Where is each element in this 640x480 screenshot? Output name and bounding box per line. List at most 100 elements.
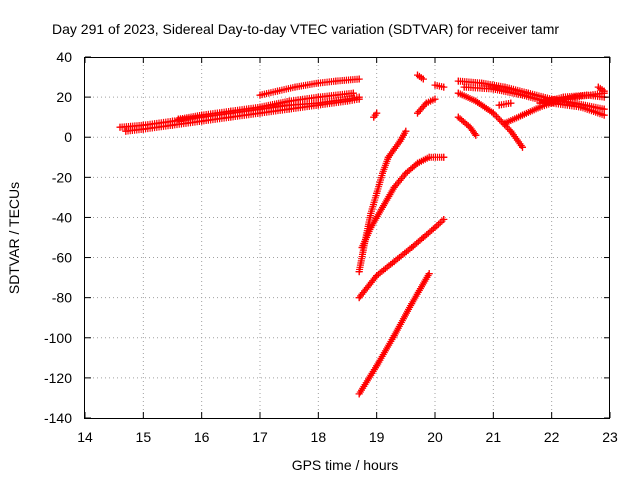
data-point [460,83,468,91]
y-tick-label: 0 [64,129,72,145]
data-point [408,244,416,252]
series-track-19 [536,91,608,107]
data-point [472,131,480,139]
series-track-7 [358,153,448,252]
data-point [501,119,509,127]
data-point [414,159,421,167]
data-point [256,109,264,117]
data-point [431,81,439,89]
data-series [116,71,608,398]
y-tick-label: -20 [52,169,72,185]
data-point [373,109,381,117]
series-track-4 [256,75,363,99]
data-point [169,121,176,129]
data-point [355,294,363,302]
data-point [425,153,433,161]
data-point [396,137,404,145]
data-point [367,209,375,217]
x-tick-label: 21 [486,429,502,445]
data-point [466,123,474,131]
data-point [367,223,375,231]
data-point [495,101,503,109]
axis-ticks: -140 -120 -100 -80 -60 -40 -20 0 20 40 14 15 16 17 18 1… [44,49,618,445]
y-tick-label: -140 [44,410,72,426]
data-point [501,83,509,91]
x-tick-label: 22 [544,429,560,445]
data-point [285,105,293,113]
data-point [355,390,363,398]
data-point [536,99,544,107]
data-point [431,223,439,231]
data-point [122,127,130,135]
data-point [408,300,416,308]
data-point [559,93,567,101]
data-point [600,111,608,119]
data-point [332,77,340,85]
y-tick-label: -80 [52,290,72,306]
data-point [390,332,398,340]
series-track-8 [414,95,439,117]
data-point [390,258,398,266]
data-point [600,105,608,113]
x-tick-label: 18 [311,429,327,445]
data-point-markers [370,109,381,121]
data-point [454,89,462,97]
data-point [507,127,515,135]
data-point [355,268,363,276]
data-point [291,83,299,91]
data-point [227,113,235,121]
series-track-10 [355,270,433,398]
data-point [402,169,410,177]
data-point [355,75,363,83]
data-point [344,97,351,105]
data-point [519,143,526,151]
data-point [425,270,433,278]
data-point [422,99,430,107]
data-point [472,97,480,105]
data-point [314,101,322,109]
data-point [139,125,147,133]
data-point [256,91,264,99]
data-point [256,103,264,111]
plot-frame [84,57,610,419]
data-point [285,97,293,105]
x-tick-label: 17 [252,429,268,445]
series-track-11 [414,71,427,83]
x-tick-label: 20 [427,429,443,445]
data-point [274,87,281,95]
series-track-12 [431,81,448,91]
data-point [489,109,497,117]
data-point [198,117,206,125]
data-point [116,123,124,131]
y-tick-label: 20 [56,89,72,105]
series-track-13 [454,113,480,139]
x-tick-label: 15 [136,429,152,445]
chart-title: Day 291 of 2023, Sidereal Day-to-day VTE… [52,21,559,37]
series-track-9 [355,215,448,302]
data-point [402,127,410,135]
data-point [440,83,448,91]
data-point-markers [460,83,608,119]
x-tick-label: 19 [369,429,385,445]
data-point [489,85,497,93]
series-track-2 [122,95,363,135]
series-track-3 [174,89,357,123]
data-point [314,93,322,101]
y-tick-label: -120 [44,370,72,386]
x-tick-label: 16 [194,429,210,445]
series-track-17 [495,99,515,109]
data-point [358,244,366,252]
data-point [379,169,386,177]
data-point [414,109,421,117]
data-point [379,203,386,211]
data-point-markers [495,99,515,109]
data-point [390,183,398,191]
data-point [227,107,235,115]
data-point [519,111,526,119]
data-point [370,113,378,121]
x-tick-label: 14 [77,429,93,445]
data-point [419,75,427,83]
data-point [174,115,182,123]
data-point [373,189,381,197]
